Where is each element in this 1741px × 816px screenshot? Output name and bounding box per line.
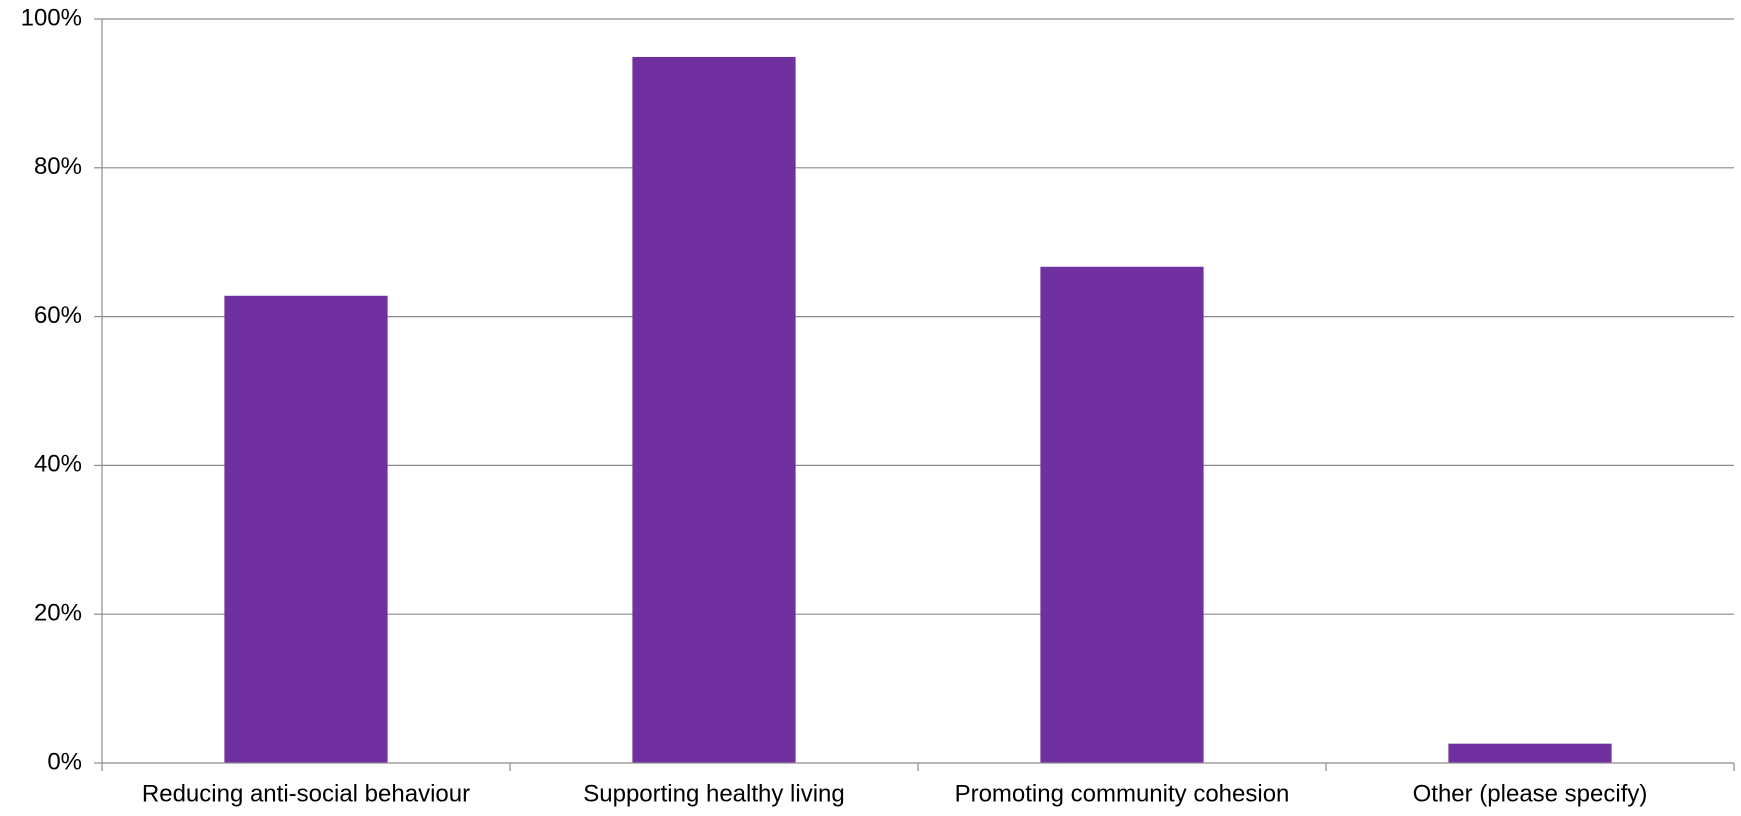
bar (1448, 743, 1612, 763)
y-tick-label: 80% (34, 153, 82, 180)
x-tick-label: Supporting healthy living (583, 780, 845, 807)
bar (1040, 266, 1204, 763)
bar (632, 56, 796, 764)
x-tick-label: Promoting community cohesion (955, 780, 1290, 807)
y-tick-label: 60% (34, 302, 82, 329)
x-tick-labels: Reducing anti-social behaviour Supporting… (142, 780, 1647, 807)
x-tick-label: Other (please specify) (1413, 780, 1648, 807)
bars (224, 56, 1612, 764)
y-tick-label: 100% (21, 4, 82, 31)
y-tick-labels: 0% 20% 40% 60% 80% 100% (21, 4, 82, 775)
x-tick-label: Reducing anti-social behaviour (142, 780, 470, 807)
bar (224, 295, 388, 763)
axes (94, 18, 1735, 771)
y-tick-label: 40% (34, 451, 82, 478)
y-tick-label: 20% (34, 600, 82, 627)
y-tick-label: 0% (47, 748, 82, 775)
